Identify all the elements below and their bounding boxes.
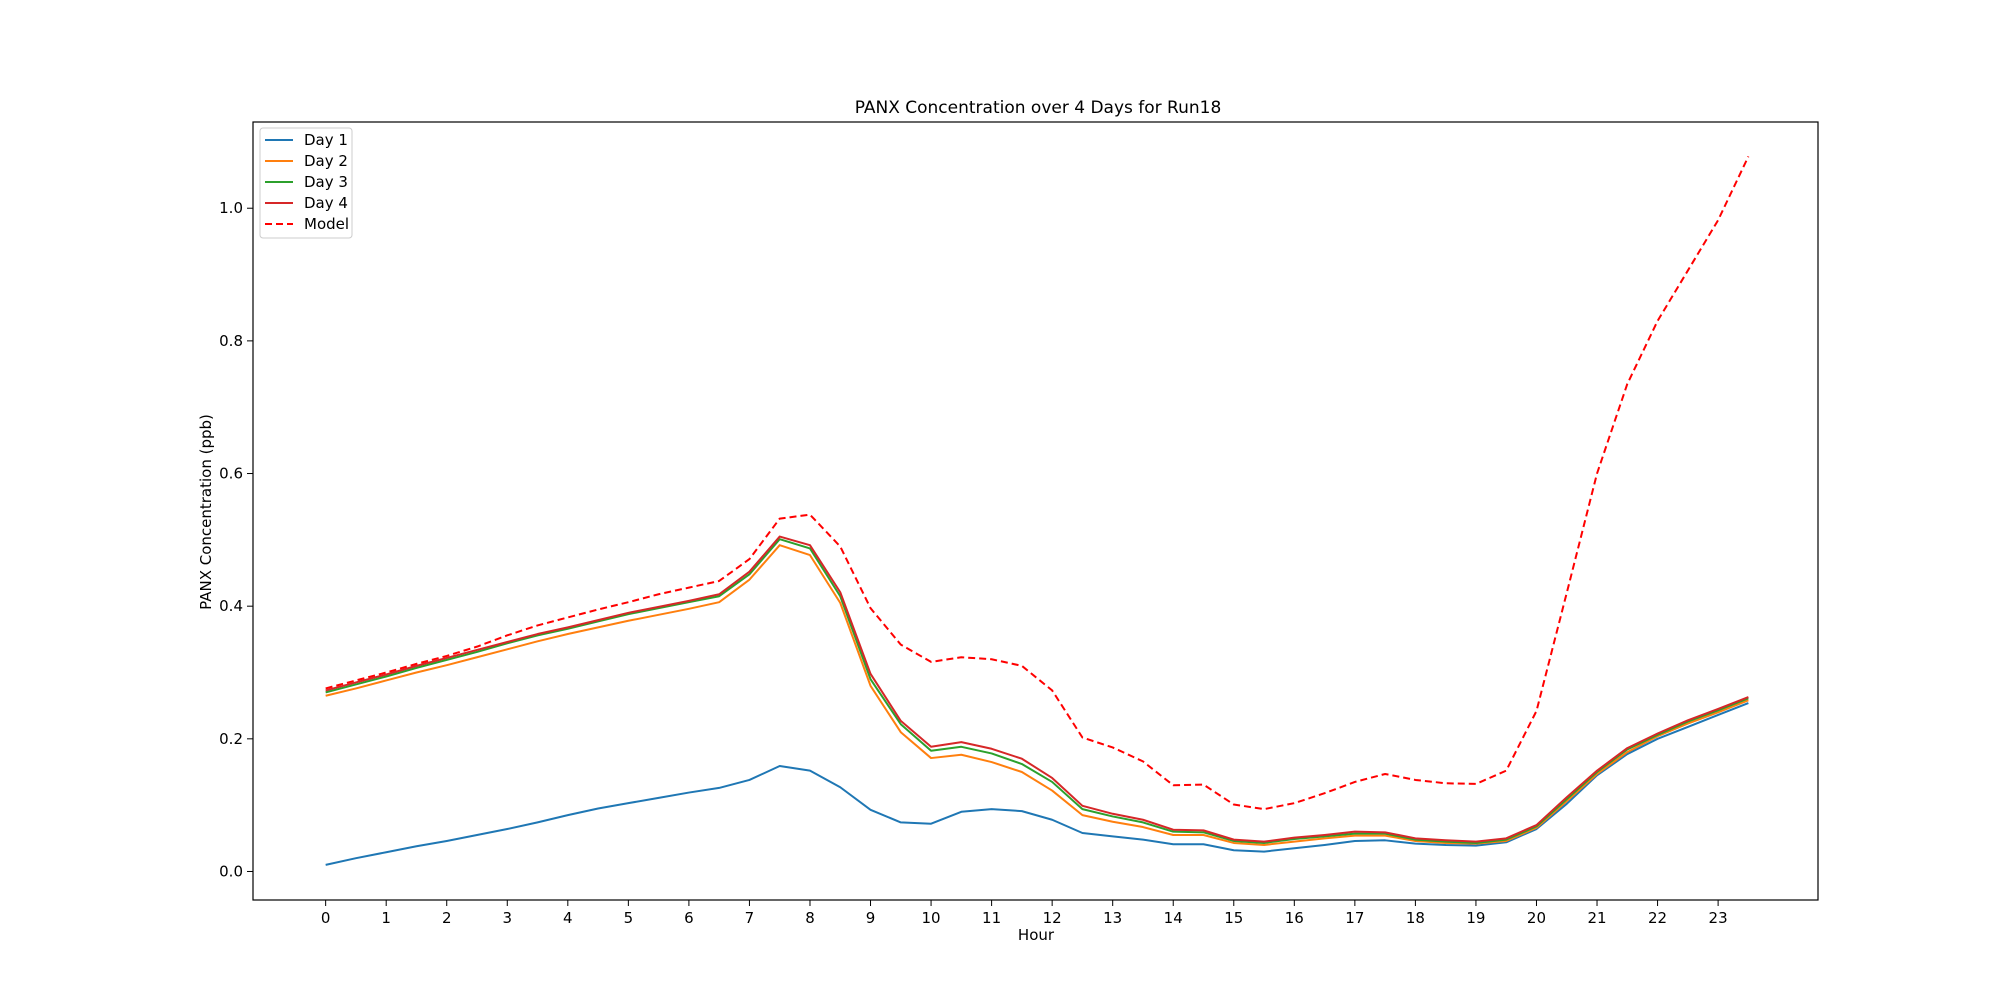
x-tick-label: 4 <box>563 909 573 927</box>
x-tick-label: 17 <box>1345 909 1364 927</box>
legend-label: Day 3 <box>304 173 348 191</box>
x-tick-label: 20 <box>1527 909 1546 927</box>
x-axis-title: Hour <box>1018 926 1055 944</box>
legend: Day 1 Day 2 Day 3 Day 4 Model <box>259 127 353 239</box>
y-tick-label: 0.8 <box>219 332 243 350</box>
series-line-day-1 <box>325 702 1749 866</box>
x-tick-label: 16 <box>1285 909 1304 927</box>
series-line-day-3 <box>325 538 1749 844</box>
series-layer <box>325 156 1750 866</box>
y-tick-label: 0.2 <box>219 730 243 748</box>
legend-label: Model <box>304 215 349 233</box>
x-tick-label: 5 <box>624 909 634 927</box>
x-tick-label: 22 <box>1648 909 1667 927</box>
x-tick-label: 6 <box>684 909 694 927</box>
x-tick-label: 2 <box>442 909 452 927</box>
series-line-day-4 <box>325 535 1749 843</box>
x-tick-label: 19 <box>1466 909 1485 927</box>
legend-label: Day 2 <box>304 152 348 170</box>
axes-frame <box>252 121 1819 901</box>
x-tick-label: 10 <box>922 909 941 927</box>
y-tick-label: 0.6 <box>219 465 243 483</box>
y-tick-label: 0.0 <box>219 862 243 880</box>
x-tick-label: 9 <box>866 909 876 927</box>
series-line-model <box>325 156 1750 811</box>
x-tick-label: 8 <box>805 909 815 927</box>
x-tick-label: 12 <box>1043 909 1062 927</box>
plot-area <box>252 121 1819 901</box>
x-tick-label: 21 <box>1587 909 1606 927</box>
legend-label: Day 4 <box>304 194 348 212</box>
y-tick-label: 0.4 <box>219 597 243 615</box>
x-tick-label: 15 <box>1224 909 1243 927</box>
chart-title: PANX Concentration over 4 Days for Run18 <box>855 98 1222 118</box>
x-tick-label: 3 <box>503 909 513 927</box>
legend-items: Day 1 Day 2 Day 3 Day 4 Model <box>265 131 349 233</box>
x-tick-label: 1 <box>381 909 391 927</box>
legend-label: Day 1 <box>304 131 348 149</box>
x-tick-label: 14 <box>1164 909 1183 927</box>
y-axis: 0.0 0.2 0.4 0.6 0.8 1.0 <box>219 199 253 880</box>
x-tick-label: 13 <box>1103 909 1122 927</box>
x-axis: 0 1 2 3 4 5 6 7 8 9 10 11 12 13 14 15 16 17 18 19 20 21 22 23 <box>321 900 1728 927</box>
x-tick-label: 0 <box>321 909 331 927</box>
x-tick-label: 18 <box>1406 909 1425 927</box>
x-tick-label: 7 <box>745 909 755 927</box>
x-tick-label: 23 <box>1709 909 1728 927</box>
y-tick-label: 1.0 <box>219 199 243 217</box>
series-line-day-2 <box>325 544 1749 846</box>
legend-box <box>259 127 353 239</box>
x-tick-label: 11 <box>982 909 1001 927</box>
y-axis-title: PANX Concentration (ppb) <box>197 414 215 610</box>
